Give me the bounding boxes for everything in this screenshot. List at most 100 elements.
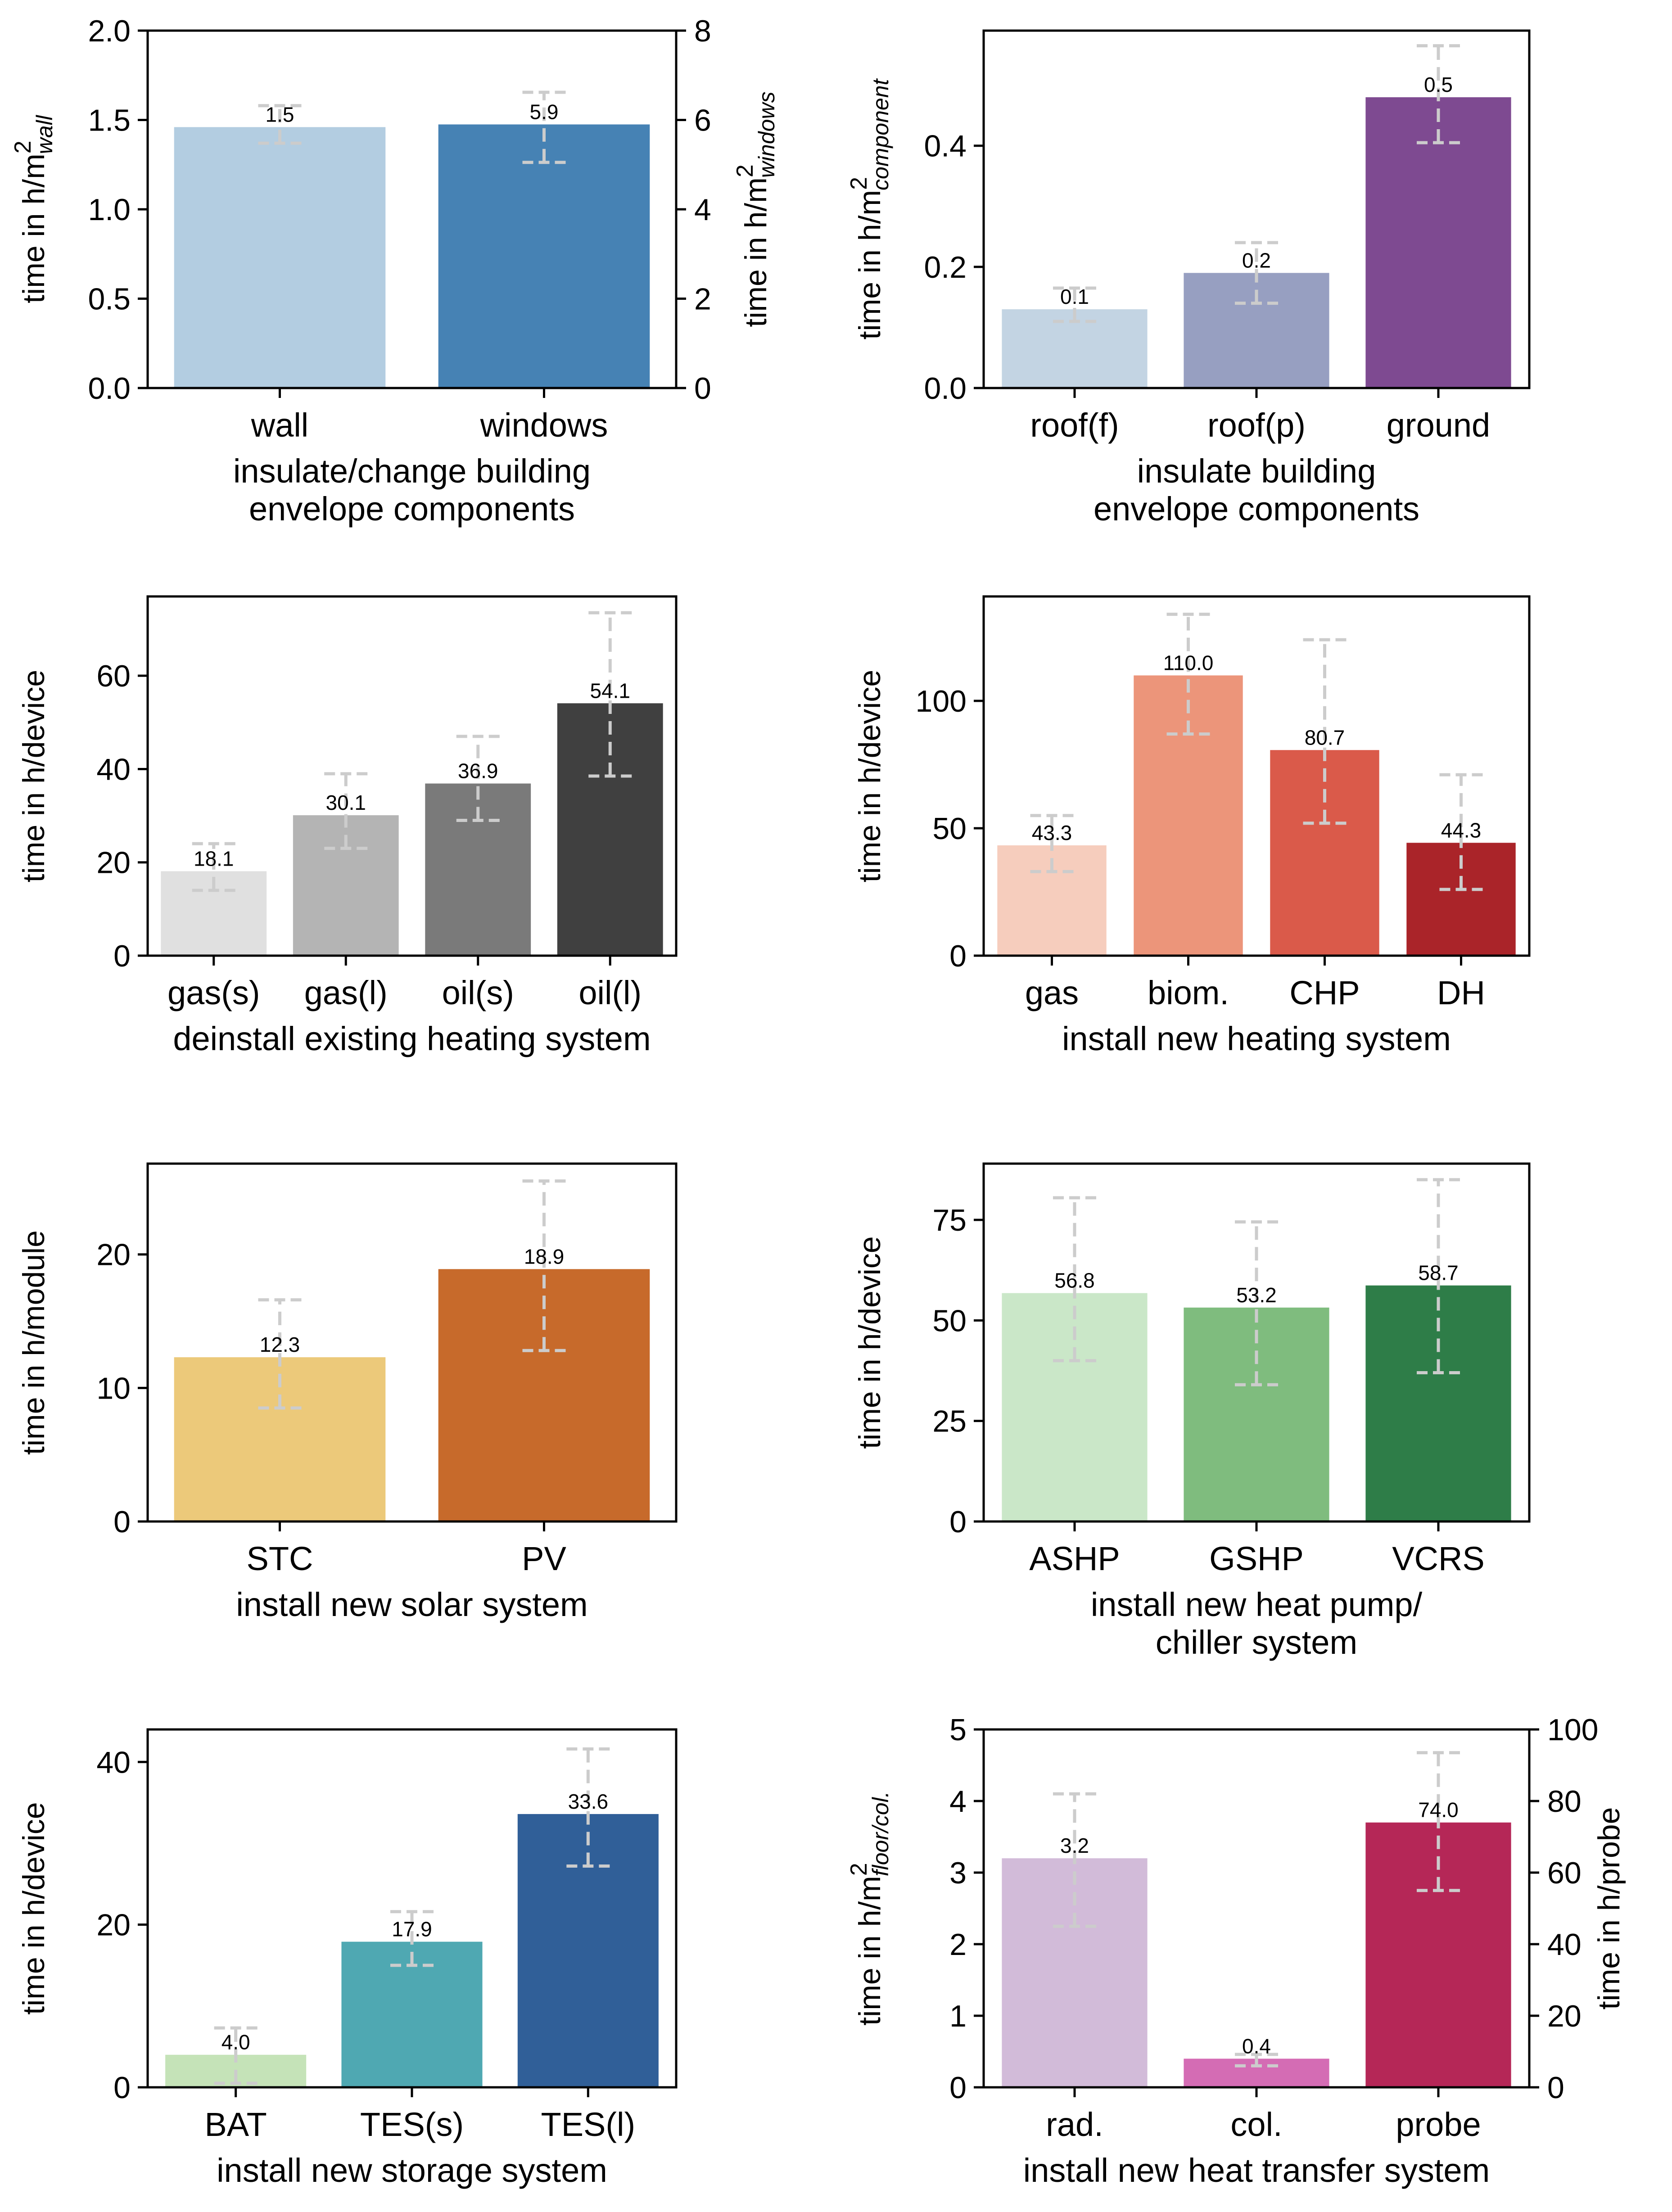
chart-panel-5: 12.3 18.9 0 10 20 STC PV install new solar syst… <box>17 1162 678 1623</box>
plot-frame <box>146 1162 678 1523</box>
x-tick-label-PV: PV <box>522 1540 566 1577</box>
x-axis-label: insulate/change building <box>233 452 591 490</box>
data-label-gas(l): 30.1 <box>325 791 366 814</box>
data-label-GSHP: 53.2 <box>1236 1283 1277 1307</box>
bar-ground <box>1365 97 1511 388</box>
y-tick-label: 0.2 <box>924 250 967 284</box>
data-label-TES(s): 17.9 <box>392 1918 432 1941</box>
error-bar-ASHP <box>1053 1196 1096 1363</box>
x-tick-label-CHP: CHP <box>1289 974 1360 1011</box>
y-tick-label: 40 <box>96 1745 131 1779</box>
x-tick-label-oil(s): oil(s) <box>442 974 514 1011</box>
error-bar-GSHP <box>1235 1220 1278 1386</box>
x-axis-label: install new solar system <box>236 1586 587 1623</box>
error-bar-roof(p) <box>1235 241 1278 305</box>
y2-axis-label: time in h/m2windows <box>732 91 779 327</box>
x-tick-label-DH: DH <box>1437 974 1485 1011</box>
y-axis-label: time in h/m2floor/col. <box>846 1791 893 2025</box>
x-tick-label-ground: ground <box>1387 406 1490 444</box>
error-bar-TES(l) <box>566 1747 610 1868</box>
x-tick-label-biom.: biom. <box>1148 974 1229 1011</box>
y-axis-label: time in h/device <box>17 1802 51 2014</box>
error-bar-col. <box>1235 2053 1278 2068</box>
y-tick-label: 100 <box>916 684 967 718</box>
chart-panel-1: 1.5 5.9 0.0 0.5 1.0 1.5 2.0 0 2 4 6 8 wall windows ins… <box>10 14 779 528</box>
y-tick-label: 1.0 <box>88 193 131 227</box>
data-label-ASHP: 56.8 <box>1054 1269 1095 1292</box>
plot-frame <box>982 595 1531 957</box>
data-label-BAT: 4.0 <box>221 2031 250 2054</box>
data-label-gas: 43.3 <box>1032 821 1072 844</box>
y2-tick-label: 0 <box>1547 2071 1564 2105</box>
y-tick-label: 1.5 <box>88 104 131 138</box>
y-tick-label: 75 <box>932 1203 967 1237</box>
error-bar-PV <box>522 1179 566 1352</box>
x-tick-label-col.: col. <box>1230 2106 1282 2143</box>
x-axis-label: chiller system <box>1156 1624 1357 1661</box>
y2-tick-label: 40 <box>1547 1928 1582 1962</box>
y-tick-label: 4 <box>949 1784 967 1819</box>
chart-panel-6: 56.8 53.2 58.7 0 25 50 75 ASHP GSHP VCRS install n… <box>853 1162 1531 1661</box>
error-bar-rad. <box>1053 1792 1096 1928</box>
y-tick-label: 20 <box>96 846 131 880</box>
y2-axis-label: time in h/probe <box>1592 1807 1626 2010</box>
data-label-windows: 5.9 <box>530 100 559 123</box>
data-label-PV: 18.9 <box>524 1245 565 1268</box>
y-tick-label: 20 <box>96 1908 131 1942</box>
data-label-oil(l): 54.1 <box>590 679 630 702</box>
y-tick-label: 0 <box>949 1505 967 1539</box>
error-bar-wall <box>258 104 302 145</box>
x-tick-label-gas: gas <box>1025 974 1079 1011</box>
data-label-DH: 44.3 <box>1441 818 1482 842</box>
y-tick-label: 0 <box>113 1505 131 1539</box>
error-bar-CHP <box>1303 638 1347 825</box>
y-axis-label: time in h/device <box>853 1236 887 1449</box>
y2-tick-label: 80 <box>1547 1784 1582 1819</box>
y-tick-label: 40 <box>96 752 131 786</box>
chart-panel-4: 43.3 110.0 80.7 44.3 0 50 100 gas biom. CHP DH inst… <box>853 595 1531 1057</box>
x-tick-label-oil(l): oil(l) <box>578 974 642 1011</box>
y2-tick-label: 6 <box>694 104 711 138</box>
error-bar-gas(s) <box>192 842 235 892</box>
x-axis-label: install new heating system <box>1062 1020 1451 1057</box>
x-axis-label: deinstall existing heating system <box>173 1020 651 1057</box>
data-label-roof(p): 0.2 <box>1242 248 1271 272</box>
x-tick-label-VCRS: VCRS <box>1392 1540 1485 1577</box>
y-axis-label: time in h/module <box>17 1230 51 1455</box>
x-tick-label-STC: STC <box>247 1540 313 1577</box>
y-tick-label: 20 <box>96 1238 131 1272</box>
x-tick-label-ASHP: ASHP <box>1029 1540 1120 1577</box>
error-bar-VCRS <box>1417 1178 1460 1374</box>
data-label-CHP: 80.7 <box>1305 726 1345 749</box>
y-tick-label: 60 <box>96 659 131 693</box>
error-bar-oil(l) <box>588 611 632 778</box>
data-label-biom.: 110.0 <box>1163 651 1214 674</box>
y2-tick-label: 4 <box>694 193 711 227</box>
data-label-probe: 74.0 <box>1418 1798 1459 1822</box>
y-tick-label: 0.4 <box>924 129 967 163</box>
error-bar-gas <box>1030 814 1074 873</box>
data-label-col.: 0.4 <box>1242 2034 1271 2058</box>
x-tick-label-GSHP: GSHP <box>1209 1540 1304 1577</box>
y-tick-label: 0.0 <box>88 371 131 406</box>
y2-tick-label: 60 <box>1547 1856 1582 1890</box>
x-tick-label-roof(p): roof(p) <box>1207 406 1306 444</box>
y-axis-label: time in h/m2component <box>846 78 893 339</box>
chart-panel-2: 0.1 0.2 0.5 0.0 0.2 0.4 roof(f) roof(p) ground in… <box>846 29 1531 528</box>
y-tick-label: 25 <box>932 1404 967 1439</box>
x-tick-label-windows: windows <box>480 406 608 444</box>
error-bar-oil(s) <box>456 735 500 822</box>
y-tick-label: 0 <box>113 2071 131 2105</box>
error-bar-BAT <box>214 2026 258 2085</box>
y-tick-label: 10 <box>96 1371 131 1405</box>
y-tick-label: 5 <box>949 1713 967 1747</box>
x-axis-label: insulate building <box>1137 452 1376 490</box>
error-bar-TES(s) <box>390 1910 434 1967</box>
y-tick-label: 50 <box>932 1304 967 1338</box>
data-label-rad.: 3.2 <box>1060 1834 1089 1857</box>
y-tick-label: 0 <box>113 939 131 973</box>
bar-biom. <box>1134 675 1243 956</box>
y-axis-label: time in h/device <box>17 670 51 882</box>
bar-windows <box>438 124 650 388</box>
